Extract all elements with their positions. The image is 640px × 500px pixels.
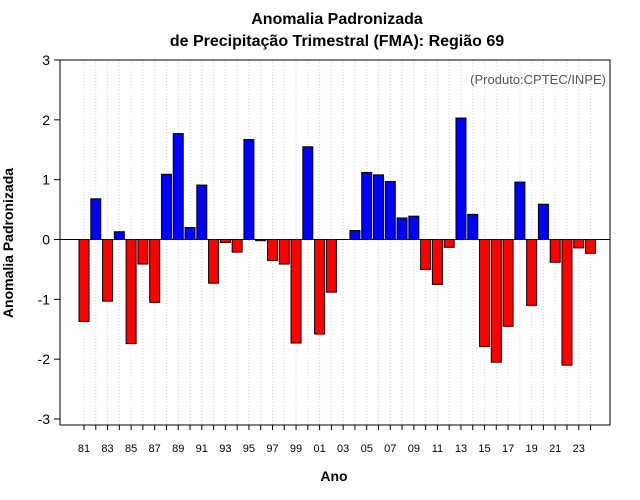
x-tick-label: 91	[196, 443, 208, 455]
bar-10	[420, 239, 432, 270]
y-tick-label: 2	[42, 112, 50, 128]
bar-00	[302, 146, 314, 241]
bar-83	[102, 239, 114, 302]
chart-subtitle: de Precipitação Trimestral (FMA): Região…	[170, 33, 504, 50]
x-tick-label: 05	[361, 443, 373, 455]
x-tick-label: 01	[313, 443, 325, 455]
bar-12	[443, 239, 455, 248]
y-axis-label: Anomalia Padronizada	[0, 168, 16, 318]
x-tick-label: 89	[172, 443, 184, 455]
bar-92	[208, 239, 220, 284]
x-axis: 81 83 85 87 89 91 93 95 97 99 01 03 05 07 09 11 13 15 17 19…	[78, 425, 592, 455]
y-tick-label: -1	[38, 291, 51, 307]
bar-18	[514, 181, 526, 241]
bar-23	[573, 239, 585, 249]
bar-82	[90, 198, 102, 241]
bar-85	[125, 239, 137, 345]
x-tick-label: 95	[243, 443, 255, 455]
y-tick-label: 1	[42, 172, 50, 188]
bar-11	[431, 239, 443, 285]
y-tick-label: -3	[38, 411, 51, 427]
y-axis: -3 -2 -1 0 1 2 3	[38, 52, 60, 427]
grid-layer	[83, 60, 592, 425]
bar-06	[373, 174, 384, 241]
x-tick-label: 23	[573, 443, 585, 455]
bar-24	[585, 239, 597, 254]
bar-91	[196, 184, 208, 241]
chart-title: Anomalia Padronizada	[251, 11, 423, 28]
x-tick-label: 21	[549, 443, 561, 455]
bar-84	[113, 231, 125, 241]
x-tick-label: 81	[78, 443, 90, 455]
x-tick-label: 19	[526, 443, 538, 455]
x-tick-label: 87	[149, 443, 161, 455]
x-tick-label: 09	[408, 443, 420, 455]
bar-14	[467, 213, 479, 241]
bar-13	[455, 117, 467, 241]
bar-95	[243, 139, 255, 241]
x-tick-label: 99	[290, 443, 302, 455]
bar-19	[526, 239, 538, 306]
bar-15	[479, 239, 491, 348]
bar-09	[408, 215, 420, 241]
bar-87	[149, 239, 161, 303]
bar-81	[78, 239, 90, 322]
x-tick-label: 83	[101, 443, 113, 455]
bar-20	[537, 203, 549, 241]
y-tick-label: 0	[42, 232, 50, 248]
bar-01	[314, 239, 326, 335]
bar-05	[361, 171, 373, 241]
x-tick-label: 15	[478, 443, 490, 455]
bar-94	[231, 239, 243, 253]
bar-21	[549, 239, 561, 263]
bar-17	[502, 239, 514, 327]
bar-90	[184, 227, 196, 241]
x-tick-label: 11	[432, 443, 443, 455]
bar-16	[490, 239, 502, 363]
x-tick-label: 13	[455, 443, 467, 455]
bar-88	[160, 173, 172, 241]
credit-annotation: (Produto:CPTEC/INPE)	[470, 72, 606, 87]
bar-99	[290, 239, 302, 344]
bar-07	[384, 180, 396, 241]
bar-02	[325, 239, 337, 293]
bar-22	[561, 239, 573, 366]
x-tick-label: 03	[337, 443, 349, 455]
x-tick-label: 85	[125, 443, 137, 455]
bar-98	[278, 239, 290, 265]
x-tick-label: 97	[266, 443, 278, 455]
bars-layer	[78, 117, 597, 366]
bar-86	[137, 239, 149, 265]
bar-97	[266, 239, 278, 261]
x-axis-label: Ano	[320, 468, 347, 484]
bar-04	[349, 230, 361, 241]
bar-89	[172, 133, 184, 241]
x-tick-label: 07	[384, 443, 396, 455]
y-tick-label: -2	[38, 351, 51, 367]
x-tick-label: 93	[219, 443, 231, 455]
plot-frame	[59, 59, 611, 426]
bar-08	[396, 217, 408, 241]
y-tick-label: 3	[42, 52, 50, 68]
x-tick-label: 17	[502, 443, 514, 455]
